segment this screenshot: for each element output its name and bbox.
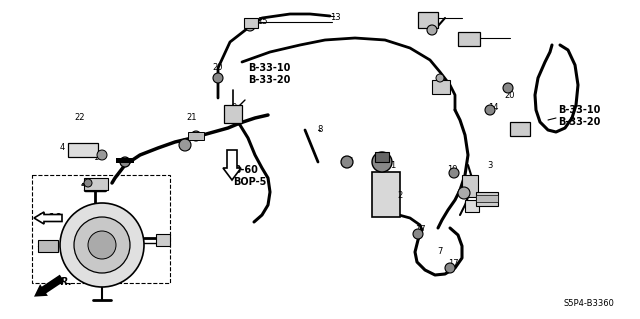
Circle shape <box>179 139 191 151</box>
Text: 6: 6 <box>348 158 353 167</box>
Text: 19: 19 <box>447 166 457 174</box>
Circle shape <box>458 187 470 199</box>
Bar <box>465 200 479 212</box>
Bar <box>116 158 134 163</box>
Circle shape <box>60 203 144 287</box>
Text: B-60: B-60 <box>233 165 258 175</box>
Bar <box>418 12 438 28</box>
FancyArrow shape <box>223 150 241 180</box>
Bar <box>476 192 498 206</box>
Text: B-33-10: B-33-10 <box>558 105 600 115</box>
Text: 17: 17 <box>415 226 426 234</box>
Circle shape <box>449 168 459 178</box>
Bar <box>84 178 108 190</box>
Text: 10: 10 <box>457 33 467 42</box>
Bar <box>476 195 498 202</box>
Circle shape <box>503 83 513 93</box>
Bar <box>510 122 530 136</box>
Bar <box>188 132 204 140</box>
Text: E-19: E-19 <box>38 213 62 223</box>
Bar <box>462 175 478 197</box>
Bar <box>156 234 170 246</box>
Text: 18: 18 <box>459 190 469 199</box>
Text: 2: 2 <box>397 190 403 199</box>
Text: 16: 16 <box>93 153 103 162</box>
Text: 15: 15 <box>257 18 268 26</box>
Text: 12: 12 <box>180 144 190 152</box>
Bar <box>244 18 258 28</box>
Text: B-33-20: B-33-20 <box>248 75 291 85</box>
Text: FR.: FR. <box>55 277 73 287</box>
Text: 13: 13 <box>330 13 340 23</box>
Text: B-33-10: B-33-10 <box>248 63 291 73</box>
Text: BOP-5: BOP-5 <box>233 177 266 187</box>
Text: 21: 21 <box>187 114 197 122</box>
Text: 11: 11 <box>484 194 495 203</box>
Text: 4: 4 <box>60 144 65 152</box>
Circle shape <box>341 156 353 168</box>
Text: 20: 20 <box>505 91 515 100</box>
Text: 1: 1 <box>390 160 396 169</box>
Bar <box>68 143 98 157</box>
Circle shape <box>427 25 437 35</box>
Bar <box>372 172 400 217</box>
Circle shape <box>436 74 444 82</box>
Text: 3: 3 <box>487 160 493 169</box>
Text: 8: 8 <box>317 125 323 135</box>
Bar <box>432 80 450 94</box>
Bar <box>458 32 480 46</box>
Text: S5P4-B3360: S5P4-B3360 <box>563 299 614 308</box>
Text: 17: 17 <box>448 259 458 269</box>
Circle shape <box>445 263 455 273</box>
Text: B-33-20: B-33-20 <box>558 117 600 127</box>
Bar <box>38 240 58 252</box>
Text: 22: 22 <box>75 114 85 122</box>
Circle shape <box>191 131 201 141</box>
Circle shape <box>372 152 392 172</box>
Text: 23: 23 <box>418 13 428 23</box>
Circle shape <box>485 105 495 115</box>
FancyArrow shape <box>34 275 64 297</box>
Text: 7: 7 <box>437 248 443 256</box>
Text: 18: 18 <box>432 80 442 90</box>
Bar <box>375 152 389 162</box>
Circle shape <box>97 150 107 160</box>
Text: 5: 5 <box>515 125 520 135</box>
Circle shape <box>245 21 255 31</box>
Circle shape <box>84 179 92 187</box>
Circle shape <box>74 217 130 273</box>
Text: 14: 14 <box>488 103 499 113</box>
Circle shape <box>213 73 223 83</box>
Text: 20: 20 <box>212 63 223 72</box>
Text: 9: 9 <box>232 103 237 113</box>
FancyArrow shape <box>34 212 62 224</box>
Circle shape <box>413 229 423 239</box>
Bar <box>224 105 242 123</box>
Circle shape <box>120 157 130 167</box>
Bar <box>32 175 170 283</box>
Circle shape <box>88 231 116 259</box>
